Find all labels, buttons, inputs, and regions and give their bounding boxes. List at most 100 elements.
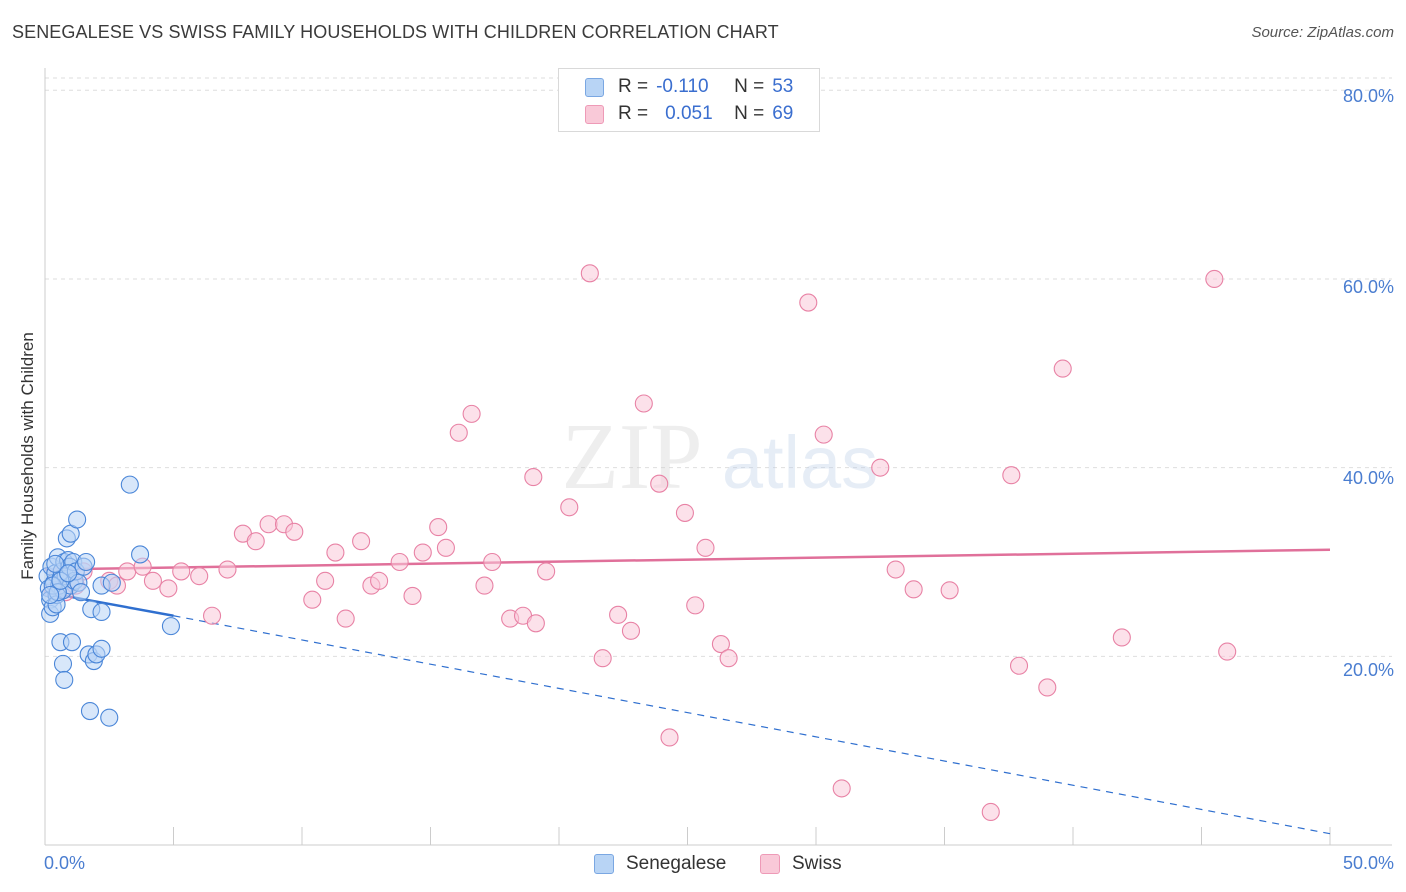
swiss-point bbox=[172, 562, 191, 581]
chart-title: SENEGALESE VS SWISS FAMILY HOUSEHOLDS WI… bbox=[12, 22, 779, 42]
swiss-point bbox=[537, 562, 556, 581]
watermark: ZIP atlas bbox=[562, 405, 879, 509]
swiss-point bbox=[609, 605, 628, 624]
swiss-point bbox=[475, 576, 494, 595]
senegalese-point bbox=[120, 475, 139, 494]
senegalese-point bbox=[100, 708, 119, 727]
axes bbox=[44, 68, 1392, 846]
watermark-atlas: atlas bbox=[722, 421, 878, 504]
swiss-point bbox=[190, 567, 209, 586]
swiss-point bbox=[634, 394, 653, 413]
senegalese-legend-swatch bbox=[594, 854, 614, 874]
swiss-point bbox=[462, 404, 481, 423]
swiss-point bbox=[429, 518, 448, 537]
swiss-point bbox=[118, 562, 137, 581]
swiss-point bbox=[799, 293, 818, 312]
swiss-point bbox=[1009, 656, 1029, 675]
bottom-legend-swiss: Swiss bbox=[760, 852, 842, 876]
swiss-points bbox=[43, 264, 1237, 822]
senegalese-point bbox=[80, 701, 100, 721]
senegalese-point bbox=[131, 545, 150, 564]
swiss-point bbox=[526, 614, 545, 633]
legend-r-label: R = bbox=[618, 76, 649, 97]
senegalese-swatch bbox=[585, 77, 604, 97]
swiss-point bbox=[660, 728, 679, 747]
swiss-swatch bbox=[585, 104, 604, 124]
swiss-point bbox=[370, 571, 389, 590]
swiss-point bbox=[675, 503, 694, 522]
swiss-point bbox=[814, 425, 833, 444]
legend-r-value: 0.051 bbox=[665, 103, 713, 124]
swiss-point bbox=[1112, 628, 1131, 647]
legend-r-value: -0.110 bbox=[656, 76, 709, 97]
swiss-point bbox=[621, 621, 641, 640]
legend-n-value: 53 bbox=[772, 76, 794, 97]
watermark-zip: ZIP bbox=[562, 405, 703, 509]
swiss-point bbox=[390, 552, 409, 572]
legend-row-swiss: R = 0.051 N = 69 bbox=[585, 102, 793, 126]
senegalese-point bbox=[55, 670, 74, 689]
swiss-point bbox=[316, 571, 335, 590]
bottom-legend-senegalese: Senegalese bbox=[594, 852, 726, 876]
senegalese-point bbox=[77, 552, 96, 572]
swiss-point bbox=[650, 474, 669, 493]
swiss-point bbox=[1038, 678, 1057, 697]
senegalese-trend-extension bbox=[173, 615, 1331, 835]
senegalese-point bbox=[161, 617, 180, 636]
x-tick-label-min: 0.0% bbox=[44, 853, 86, 873]
swiss-point bbox=[303, 590, 322, 609]
swiss-point bbox=[218, 560, 237, 579]
correlation-legend: R = -0.110 N = 53 R = 0.051 N = 69 bbox=[558, 68, 820, 132]
senegalese-point bbox=[59, 564, 78, 583]
swiss-point bbox=[1218, 642, 1237, 661]
swiss-point bbox=[686, 596, 705, 615]
senegalese-points bbox=[38, 475, 180, 727]
swiss-point bbox=[580, 264, 599, 283]
swiss-point bbox=[696, 538, 715, 557]
swiss-point bbox=[1205, 269, 1224, 289]
y-tick-label-80: 80.0% bbox=[1342, 86, 1394, 106]
swiss-point bbox=[449, 423, 468, 442]
swiss-point bbox=[403, 586, 422, 605]
grid-lines bbox=[45, 77, 1392, 657]
swiss-point bbox=[326, 543, 345, 562]
legend-r-label: R = bbox=[618, 103, 649, 124]
swiss-point bbox=[203, 606, 222, 625]
swiss-point bbox=[436, 538, 455, 557]
swiss-point bbox=[711, 635, 730, 654]
y-axis-label: Family Households with Children bbox=[18, 332, 37, 580]
senegalese-point bbox=[46, 554, 65, 573]
y-tick-label-60: 60.0% bbox=[1342, 277, 1394, 297]
senegalese-legend-label: Senegalese bbox=[626, 853, 727, 874]
swiss-legend-swatch bbox=[760, 854, 780, 874]
senegalese-point bbox=[71, 583, 91, 602]
legend-n-label: N = bbox=[734, 103, 765, 124]
swiss-point bbox=[483, 552, 502, 572]
swiss-point bbox=[159, 579, 178, 598]
swiss-point bbox=[981, 802, 1000, 822]
swiss-point bbox=[560, 498, 579, 517]
chart-source: Source: ZipAtlas.com bbox=[1251, 24, 1394, 41]
y-tick-label-20: 20.0% bbox=[1342, 660, 1394, 680]
senegalese-point bbox=[53, 654, 73, 673]
swiss-point bbox=[904, 580, 923, 599]
legend-row-senegalese: R = -0.110 N = 53 bbox=[585, 75, 793, 99]
swiss-point bbox=[413, 543, 432, 562]
swiss-legend-label: Swiss bbox=[792, 853, 842, 874]
senegalese-point bbox=[41, 585, 60, 605]
swiss-point bbox=[524, 468, 543, 487]
legend-n-label: N = bbox=[734, 76, 765, 97]
swiss-point bbox=[336, 609, 355, 628]
legend-n-value: 69 bbox=[772, 103, 794, 124]
swiss-point bbox=[259, 515, 278, 534]
senegalese-point bbox=[102, 573, 121, 592]
swiss-point bbox=[719, 649, 738, 668]
swiss-point bbox=[871, 458, 890, 477]
swiss-point bbox=[143, 571, 162, 590]
swiss-point bbox=[246, 532, 265, 551]
senegalese-point bbox=[68, 510, 87, 529]
senegalese-point bbox=[62, 633, 82, 652]
y-tick-label-40: 40.0% bbox=[1342, 468, 1394, 488]
swiss-point bbox=[1053, 359, 1072, 378]
swiss-trend-line bbox=[44, 548, 1331, 571]
